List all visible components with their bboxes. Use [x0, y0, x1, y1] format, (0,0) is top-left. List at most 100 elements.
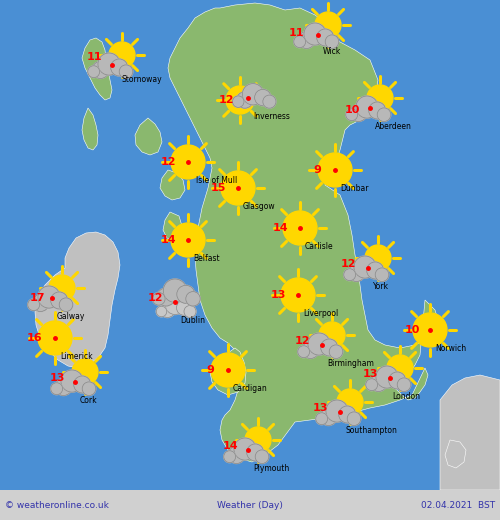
Text: Glasgow: Glasgow	[243, 202, 276, 211]
Circle shape	[316, 29, 334, 46]
Circle shape	[370, 374, 387, 392]
Text: 11: 11	[86, 52, 102, 62]
Circle shape	[184, 305, 196, 318]
Polygon shape	[440, 375, 500, 490]
Circle shape	[325, 35, 339, 48]
Polygon shape	[168, 3, 438, 462]
Circle shape	[356, 96, 378, 118]
Circle shape	[211, 353, 245, 387]
Text: Weather (Day): Weather (Day)	[217, 500, 283, 510]
Text: 13: 13	[362, 369, 378, 379]
Circle shape	[224, 451, 235, 463]
Circle shape	[320, 339, 338, 356]
Circle shape	[236, 92, 253, 108]
Circle shape	[226, 86, 254, 114]
Circle shape	[38, 286, 60, 308]
Text: Birmingham: Birmingham	[327, 359, 374, 368]
Text: 13: 13	[50, 373, 64, 383]
Text: Dublin: Dublin	[180, 316, 205, 325]
Circle shape	[164, 279, 186, 303]
Text: 9: 9	[206, 365, 214, 375]
Circle shape	[298, 346, 310, 358]
Circle shape	[308, 333, 330, 355]
Circle shape	[315, 12, 341, 38]
Circle shape	[254, 89, 271, 106]
Text: Cork: Cork	[80, 396, 98, 405]
Text: Belfast: Belfast	[193, 254, 220, 263]
Circle shape	[156, 306, 167, 317]
Circle shape	[119, 65, 133, 79]
Circle shape	[245, 427, 271, 453]
Text: 13: 13	[270, 290, 285, 300]
Polygon shape	[82, 38, 112, 100]
Text: 12: 12	[147, 293, 163, 303]
Circle shape	[177, 285, 195, 303]
Text: 10: 10	[404, 325, 419, 335]
Circle shape	[171, 145, 205, 179]
Circle shape	[176, 300, 192, 315]
Text: Aberdeen: Aberdeen	[375, 122, 412, 131]
Circle shape	[281, 278, 315, 312]
Text: 16: 16	[27, 333, 43, 343]
Text: Isle of Mull: Isle of Mull	[196, 176, 237, 185]
Circle shape	[255, 450, 269, 463]
Text: Inverness: Inverness	[253, 112, 290, 121]
Circle shape	[234, 438, 256, 460]
Circle shape	[232, 96, 244, 107]
Text: © weatheronline.co.uk: © weatheronline.co.uk	[5, 500, 109, 510]
Circle shape	[110, 59, 128, 76]
Circle shape	[350, 105, 367, 122]
Text: Liverpool: Liverpool	[303, 309, 338, 318]
Circle shape	[228, 447, 245, 463]
Circle shape	[302, 342, 319, 358]
Text: 12: 12	[160, 157, 176, 167]
Circle shape	[376, 366, 398, 388]
Circle shape	[50, 292, 68, 309]
Circle shape	[366, 262, 384, 279]
Circle shape	[109, 42, 135, 68]
Circle shape	[354, 256, 376, 278]
Circle shape	[186, 292, 200, 306]
Circle shape	[61, 370, 83, 392]
Circle shape	[298, 32, 315, 48]
Text: York: York	[373, 282, 389, 291]
Text: 9: 9	[313, 165, 321, 175]
Polygon shape	[135, 118, 162, 155]
Circle shape	[55, 379, 72, 396]
Circle shape	[318, 153, 352, 187]
Text: 11: 11	[288, 28, 304, 38]
Circle shape	[165, 295, 185, 315]
Text: Limerick: Limerick	[60, 352, 92, 361]
Circle shape	[329, 345, 343, 358]
Circle shape	[388, 372, 406, 389]
Circle shape	[348, 265, 365, 281]
Circle shape	[92, 61, 109, 79]
Text: London: London	[392, 392, 420, 401]
Text: Dunbar: Dunbar	[340, 184, 368, 193]
Text: Southampton: Southampton	[345, 426, 397, 435]
Text: 14: 14	[222, 441, 238, 451]
Circle shape	[344, 269, 356, 281]
Text: Carlisle: Carlisle	[305, 242, 334, 251]
Circle shape	[337, 389, 363, 415]
Circle shape	[319, 322, 345, 348]
Circle shape	[346, 109, 358, 121]
Text: 12: 12	[218, 95, 234, 105]
Circle shape	[413, 313, 447, 347]
Polygon shape	[35, 232, 120, 368]
Circle shape	[283, 211, 317, 245]
Circle shape	[32, 294, 49, 311]
Circle shape	[51, 383, 62, 395]
Circle shape	[365, 245, 391, 271]
Polygon shape	[82, 108, 98, 150]
Circle shape	[152, 292, 165, 305]
Circle shape	[294, 36, 306, 48]
Text: Wick: Wick	[323, 47, 341, 56]
Circle shape	[316, 413, 328, 425]
Text: 15: 15	[210, 183, 226, 193]
Text: Cardigan: Cardigan	[233, 384, 268, 393]
Circle shape	[28, 299, 40, 310]
Text: Norwich: Norwich	[435, 344, 466, 353]
Circle shape	[326, 400, 348, 422]
Polygon shape	[210, 348, 246, 395]
